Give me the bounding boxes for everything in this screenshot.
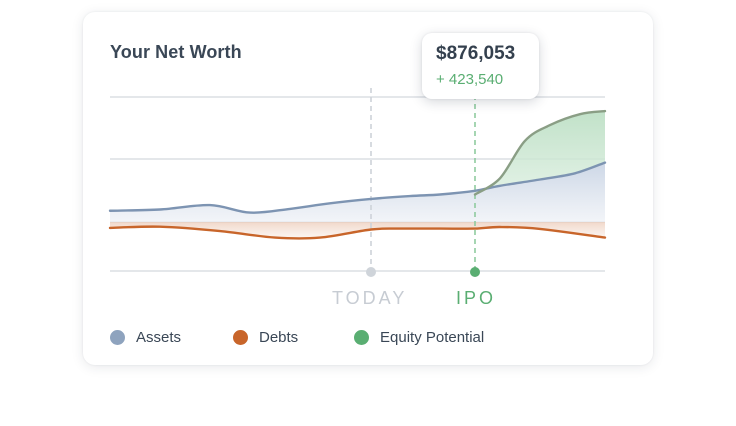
debts-legend-dot xyxy=(233,329,248,345)
legend-label: Equity Potential xyxy=(380,328,485,346)
equity-legend-dot xyxy=(354,329,369,345)
legend-item-equity-potential[interactable]: Equity Potential xyxy=(354,327,484,347)
net-worth-tooltip: $876,053 + 423,540 xyxy=(422,33,539,99)
tooltip-delta: + 423,540 xyxy=(436,71,504,88)
ipo-marker-label: IPO xyxy=(456,288,497,308)
tooltip-value: $876,053 xyxy=(436,43,516,64)
chart-title: Your Net Worth xyxy=(110,42,242,62)
legend-item-debts[interactable]: Debts xyxy=(233,327,298,347)
assets-line xyxy=(108,161,607,214)
debts-area xyxy=(110,222,605,239)
legend-label: Debts xyxy=(259,328,299,346)
debts-line xyxy=(108,225,607,240)
equity-line xyxy=(473,109,607,196)
assets-legend-dot xyxy=(110,329,125,345)
today-marker-dot[interactable] xyxy=(366,267,376,277)
assets-area xyxy=(110,162,605,222)
legend-item-assets[interactable]: Assets xyxy=(110,327,181,347)
today-marker-label: TODAY xyxy=(332,288,408,308)
ipo-marker-dot[interactable] xyxy=(470,267,480,277)
legend-label: Assets xyxy=(136,328,182,346)
